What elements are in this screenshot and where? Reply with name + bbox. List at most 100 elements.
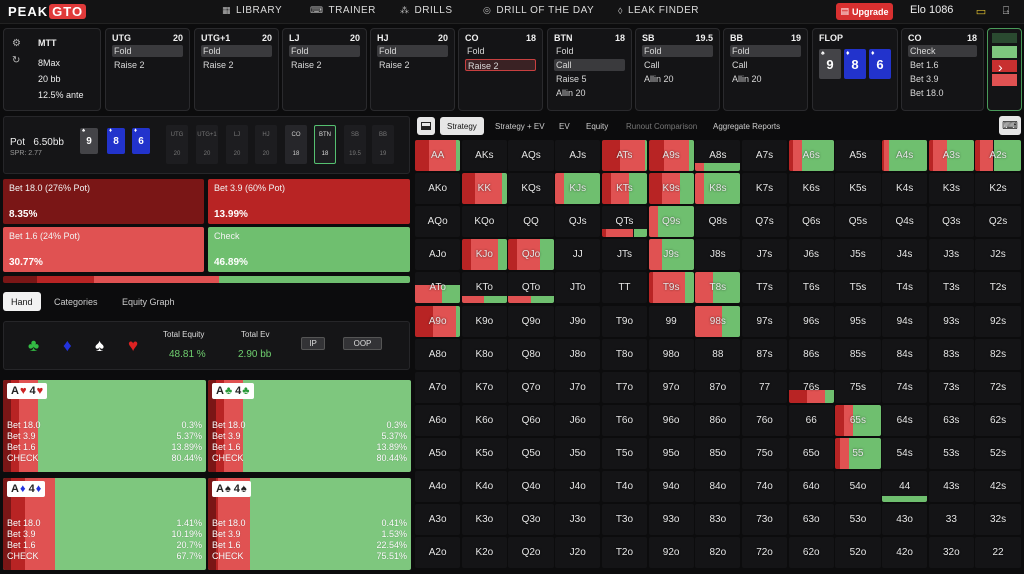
hand-cell-83s[interactable]: 83s [928,338,974,370]
hand-cell-Q3o[interactable]: Q3o [508,504,554,536]
hand-cell-T3s[interactable]: T3s [928,272,974,304]
layout-toggle[interactable] [417,117,435,135]
hand-cell-KQo[interactable]: KQo [461,206,507,238]
position-card-sb[interactable]: SB 19.5 Fold Call Allin 20 [635,28,720,111]
action-fold[interactable]: Fold [730,45,801,57]
hand-cell-J9s[interactable]: J9s [648,239,694,271]
hand-cell-T3o[interactable]: T3o [601,504,648,536]
hand-cell-KJs[interactable]: KJs [555,173,601,205]
hand-cell-K5o[interactable]: K5o [461,437,507,469]
hand-cell-K7s[interactable]: K7s [741,173,788,205]
hand-cell-AKs[interactable]: AKs [461,140,507,171]
hand-cell-K4s[interactable]: K4s [882,173,928,205]
hand-cell-83o[interactable]: 83o [695,504,741,536]
hand-cell-TT[interactable]: TT [601,272,648,304]
position-card-btn[interactable]: BTN 18 Fold Call Raise 5 Allin 20 [547,28,632,111]
hand-cell-J7o[interactable]: J7o [555,371,601,403]
hand-cell-Q7o[interactable]: Q7o [508,371,554,403]
seat-btn[interactable]: BTN 18 [314,125,336,164]
hand-cell-A7o[interactable]: A7o [415,371,461,403]
chevron-right-icon[interactable]: › [998,59,1003,75]
action-fold[interactable]: Fold [556,46,574,56]
hand-cell-76o[interactable]: 76o [741,404,788,436]
hand-cell-74s[interactable]: 74s [882,371,928,403]
hand-cell-K8s[interactable]: K8s [695,173,741,205]
hand-cell-94s[interactable]: 94s [882,305,928,337]
hand-cell-J4o[interactable]: J4o [555,471,601,502]
seat-utg-plus-1[interactable]: UTG+1 20 [196,125,218,164]
action-allin-20[interactable]: Allin 20 [556,88,586,98]
hand-cell-85s[interactable]: 85s [835,338,881,370]
seat-utg[interactable]: UTG 20 [166,125,188,164]
combo-card[interactable]: A ♦ 4 ♦ Bet 18.0 1.41% Bet 3.9 10.19% Bet 1.6 20.… [3,478,206,570]
hand-cell-QTo[interactable]: QTo [508,272,554,304]
hand-cell-42o[interactable]: 42o [882,537,928,569]
hand-cell-62o[interactable]: 62o [788,537,834,569]
nav-leak-finder[interactable]: ◊ LEAK FINDER [618,5,700,16]
hand-cell-96o[interactable]: 96o [648,404,694,436]
hand-cell-A8s[interactable]: A8s [695,140,741,171]
action-bet-18[interactable]: Bet 18.0 [910,88,944,98]
logo[interactable]: PEAK GTO [8,3,87,20]
hand-cell-97s[interactable]: 97s [741,305,788,337]
hand-cell-52o[interactable]: 52o [835,537,881,569]
hand-cell-QJo[interactable]: QJo [508,239,554,271]
hand-cell-KK[interactable]: KK [461,173,507,205]
hand-cell-54o[interactable]: 54o [835,471,881,502]
hand-cell-J3s[interactable]: J3s [928,239,974,271]
position-card-lj[interactable]: LJ 20 Fold Raise 2 [282,28,367,111]
refresh-icon[interactable]: ↻ [12,55,21,66]
hand-cell-AQs[interactable]: AQs [508,140,554,171]
seat-lj[interactable]: LJ 20 [226,125,248,164]
hand-cell-A9o[interactable]: A9o [415,305,461,337]
hand-cell-K3s[interactable]: K3s [928,173,974,205]
hand-cell-95s[interactable]: 95s [835,305,881,337]
hand-cell-62s[interactable]: 62s [975,404,1021,436]
hand-cell-Q5s[interactable]: Q5s [835,206,881,238]
hand-cell-KTs[interactable]: KTs [601,173,648,205]
hand-cell-Q5o[interactable]: Q5o [508,437,554,469]
hand-cell-JJ[interactable]: JJ [555,239,601,271]
hand-cell-93o[interactable]: 93o [648,504,694,536]
hand-cell-53s[interactable]: 53s [928,437,974,469]
action-bet-3-9-box[interactable]: Bet 3.9 (60% Pot) 13.99% [208,179,410,224]
hand-cell-A8o[interactable]: A8o [415,338,461,370]
hand-cell-54s[interactable]: 54s [882,437,928,469]
hand-cell-Q3s[interactable]: Q3s [928,206,974,238]
hand-cell-72s[interactable]: 72s [975,371,1021,403]
hand-cell-77[interactable]: 77 [741,371,788,403]
hand-cell-64s[interactable]: 64s [882,404,928,436]
rtab-ev[interactable]: EV [559,121,570,131]
hand-cell-K6s[interactable]: K6s [788,173,834,205]
hand-cell-53o[interactable]: 53o [835,504,881,536]
hand-cell-75o[interactable]: 75o [741,437,788,469]
seat-sb[interactable]: SB 19.5 [344,125,366,164]
hand-cell-AQo[interactable]: AQo [415,206,461,238]
hand-cell-AJs[interactable]: AJs [555,140,601,171]
combo-card[interactable]: A ♥ 4 ♥ Bet 18.0 0.3% Bet 3.9 5.37% Bet 1.6 13.89… [3,380,206,472]
hand-cell-A2s[interactable]: A2s [975,140,1021,171]
action-fold[interactable]: Fold [201,45,272,57]
profile-icon[interactable]: ⍈ [1002,4,1010,17]
hand-cell-98o[interactable]: 98o [648,338,694,370]
hand-cell-52s[interactable]: 52s [975,437,1021,469]
action-raise-2[interactable]: Raise 2 [465,59,536,71]
hand-cell-T8s[interactable]: T8s [695,272,741,304]
game-settings-card[interactable]: ⚙ ↻ MTT 8Max 20 bb 12.5% ante [3,28,101,111]
hand-cell-88[interactable]: 88 [695,338,741,370]
hand-cell-86o[interactable]: 86o [695,404,741,436]
hand-cell-A3s[interactable]: A3s [928,140,974,171]
hand-cell-43o[interactable]: 43o [882,504,928,536]
hand-cell-86s[interactable]: 86s [788,338,834,370]
hand-cell-96s[interactable]: 96s [788,305,834,337]
hand-cell-Q6o[interactable]: Q6o [508,404,554,436]
hand-cell-Q7s[interactable]: Q7s [741,206,788,238]
hand-cell-64o[interactable]: 64o [788,471,834,502]
hand-cell-A2o[interactable]: A2o [415,537,461,569]
hand-cell-44[interactable]: 44 [882,471,928,502]
hand-cell-99[interactable]: 99 [648,305,694,337]
action-raise-2[interactable]: Raise 2 [203,60,234,70]
ip-button[interactable]: IP [301,337,325,350]
hand-cell-87s[interactable]: 87s [741,338,788,370]
hand-cell-T9s[interactable]: T9s [648,272,694,304]
